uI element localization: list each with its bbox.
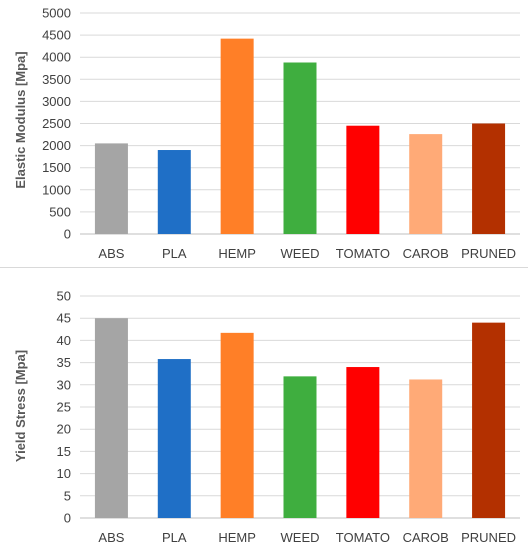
bar-hemp	[220, 332, 254, 518]
y-tick-label: 25	[57, 400, 71, 415]
bar-carob	[409, 134, 443, 234]
y-tick-label: 0	[64, 227, 71, 242]
x-tick-label: TOMATO	[336, 246, 390, 261]
bar-pruned	[472, 123, 506, 234]
y-tick-label: 45	[57, 311, 71, 326]
y-tick-label: 3500	[42, 72, 71, 87]
y-tick-label: 50	[57, 289, 71, 304]
y-tick-label: 40	[57, 333, 71, 348]
x-tick-label: WEED	[281, 530, 320, 545]
y-axis-title: Yield Stress [Mpa]	[13, 350, 28, 462]
y-tick-label: 2000	[42, 138, 71, 153]
y-tick-label: 4000	[42, 50, 71, 65]
y-tick-label: 1000	[42, 182, 71, 197]
bar-abs	[94, 318, 128, 518]
x-tick-label: PLA	[162, 530, 187, 545]
y-tick-label: 1500	[42, 160, 71, 175]
y-axis-title: Elastic Modulus [Mpa]	[13, 51, 28, 188]
bar-carob	[409, 379, 443, 518]
x-tick-label: HEMP	[218, 246, 256, 261]
y-tick-label: 3000	[42, 94, 71, 109]
y-tick-label: 10	[57, 466, 71, 481]
x-tick-label: TOMATO	[336, 530, 390, 545]
bar-hemp	[220, 38, 254, 234]
y-tick-label: 5	[64, 488, 71, 503]
elastic-modulus-chart: 0 500 1000 1500 2000 2500 3000 3500 4000 4500 5000…	[13, 6, 520, 261]
x-tick-label: ABS	[98, 246, 124, 261]
x-tick-label: PRUNED	[461, 530, 516, 545]
x-tick-label: CAROB	[403, 530, 449, 545]
y-tick-label: 20	[57, 422, 71, 437]
bar-tomato	[346, 367, 380, 518]
y-tick-label: 4500	[42, 28, 71, 43]
x-tick-label: PLA	[162, 246, 187, 261]
bar-pla	[157, 359, 191, 518]
yield-stress-chart: 0 5 10 15 20 25 30 35 40 45 50 ABS PLA HEMP WEED TOMAT…	[13, 289, 520, 545]
bar-pruned	[472, 322, 506, 518]
x-tick-label: ABS	[98, 530, 124, 545]
y-tick-label: 0	[64, 511, 71, 526]
chart-divider	[0, 267, 528, 268]
bar-tomato	[346, 125, 380, 234]
y-tick-label: 5000	[42, 6, 71, 21]
bar-pla	[157, 150, 191, 234]
y-tick-label: 35	[57, 355, 71, 370]
x-tick-label: PRUNED	[461, 246, 516, 261]
bar-weed	[283, 62, 317, 235]
x-tick-label: HEMP	[218, 530, 256, 545]
y-tick-label: 30	[57, 377, 71, 392]
bar-weed	[283, 376, 317, 518]
y-tick-label: 2500	[42, 116, 71, 131]
x-tick-label: WEED	[281, 246, 320, 261]
y-tick-label: 15	[57, 444, 71, 459]
bar-abs	[94, 143, 128, 234]
y-tick-label: 500	[49, 204, 71, 219]
x-tick-label: CAROB	[403, 246, 449, 261]
